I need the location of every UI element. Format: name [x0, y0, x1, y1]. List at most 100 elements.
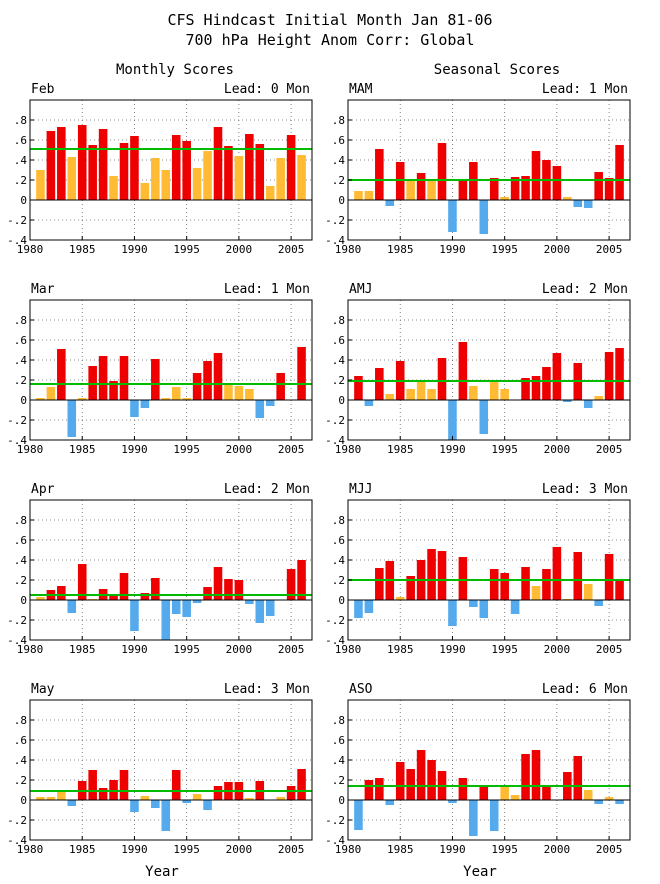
y-tick-label: .8: [14, 314, 27, 327]
x-tick-label: 1995: [491, 843, 518, 856]
x-tick-label: 1980: [17, 243, 44, 256]
bar-2004: [594, 600, 603, 606]
plot-frame: [29, 699, 313, 841]
y-tick-label: 0: [338, 394, 345, 407]
bar-1998: [213, 127, 223, 200]
panel-label: Mar: [31, 282, 55, 297]
bar-1981: [36, 597, 45, 600]
bar-1984: [385, 800, 395, 805]
y-tick-label: .6: [14, 334, 27, 347]
bar-2002: [573, 552, 583, 600]
x-tick-label: 1995: [173, 443, 200, 456]
bar-2005: [604, 178, 614, 200]
bar-1993: [161, 800, 171, 831]
x-tick-label: 1980: [17, 643, 44, 656]
bar-1985: [77, 564, 87, 600]
bar-1988: [427, 181, 436, 200]
bar-1987: [416, 173, 426, 200]
y-tick-label: -.4: [325, 834, 345, 847]
y-tick-label: .4: [332, 154, 346, 167]
bar-1990: [130, 600, 139, 631]
y-tick-label: -.4: [325, 434, 345, 447]
bar-1988: [109, 594, 118, 600]
bar-2000: [234, 156, 244, 200]
panel-lead-label: Lead: 3 Mon: [542, 482, 628, 497]
bar-1994: [171, 600, 181, 614]
y-tick-label: .6: [332, 334, 345, 347]
x-tick-label: 1985: [69, 243, 96, 256]
panel-lead-label: Lead: 0 Mon: [224, 82, 310, 97]
y-tick-label: .4: [14, 154, 28, 167]
bar-1997: [521, 754, 530, 800]
bar-1988: [109, 381, 118, 400]
bar-1998: [531, 376, 541, 400]
y-tick-label: .8: [332, 114, 345, 127]
bar-1996: [510, 795, 520, 800]
panel-label: AMJ: [349, 282, 372, 297]
y-tick-label: 0: [20, 794, 27, 807]
bar-1983: [57, 349, 66, 400]
bar-1997: [521, 567, 530, 600]
bar-2003: [265, 186, 275, 200]
x-tick-label: 2005: [596, 843, 623, 856]
x-tick-label: 2000: [226, 843, 253, 856]
bar-1986: [406, 181, 415, 200]
bar-1984: [67, 157, 77, 200]
bar-2005: [604, 554, 614, 600]
bar-2006: [615, 348, 624, 400]
y-tick-label: -.2: [7, 614, 27, 627]
bar-1994: [171, 770, 181, 800]
bar-1997: [203, 587, 212, 600]
bar-1986: [406, 389, 415, 400]
bar-2001: [563, 197, 572, 200]
x-tick-label: 1980: [335, 643, 362, 656]
bar-1983: [375, 568, 384, 600]
bar-2002: [573, 200, 583, 207]
bar-1984: [67, 800, 77, 806]
y-tick-label: .4: [332, 354, 346, 367]
y-tick-label: .8: [332, 514, 345, 527]
bar-2005: [604, 797, 614, 800]
bar-1985: [77, 125, 87, 200]
bar-1983: [375, 368, 384, 400]
bar-1981: [354, 800, 363, 830]
panel-lead-label: Lead: 6 Mon: [542, 682, 628, 697]
plot-frame: [29, 499, 313, 641]
bar-1990: [448, 600, 457, 626]
panel-amj: AMJ Lead: 2 Mon -.4 -.2 0 .2 .4 .6 .8 1980 1985 199…: [325, 282, 631, 456]
y-tick-label: .8: [332, 714, 345, 727]
bar-1995: [500, 573, 509, 600]
y-tick-label: .4: [332, 554, 346, 567]
bar-1993: [479, 200, 489, 234]
bar-1993: [479, 785, 489, 800]
bar-1991: [458, 179, 468, 200]
bar-1985: [395, 762, 405, 800]
plot-frame: [347, 99, 631, 241]
bar-1982: [364, 600, 374, 613]
bar-1983: [375, 149, 384, 200]
y-tick-label: -.2: [325, 414, 345, 427]
bar-1999: [224, 579, 233, 600]
y-tick-label: -.2: [325, 614, 345, 627]
y-tick-label: .2: [14, 574, 27, 587]
bar-1991: [140, 183, 150, 200]
panel-lead-label: Lead: 3 Mon: [224, 682, 310, 697]
bar-1986: [88, 770, 97, 800]
x-tick-label: 2000: [544, 243, 571, 256]
bar-1994: [171, 135, 181, 200]
panel-label: MJJ: [349, 482, 372, 497]
bar-1982: [46, 387, 56, 400]
bar-1994: [489, 381, 499, 400]
figure-title-line1: CFS Hindcast Initial Month Jan 81-06: [167, 11, 492, 29]
y-tick-label: -.2: [325, 814, 345, 827]
bar-1984: [67, 400, 77, 437]
bar-1994: [489, 178, 499, 200]
bar-1996: [192, 373, 202, 400]
bar-2004: [276, 373, 285, 400]
x-tick-label: 2000: [544, 843, 571, 856]
bar-1985: [395, 597, 405, 600]
panel-feb: Feb Lead: 0 Mon -.4 -.2 0 .2 .4 .6 .8 1980 1985 199…: [7, 82, 313, 256]
plot-frame: [347, 299, 631, 441]
x-tick-label: 1995: [491, 643, 518, 656]
